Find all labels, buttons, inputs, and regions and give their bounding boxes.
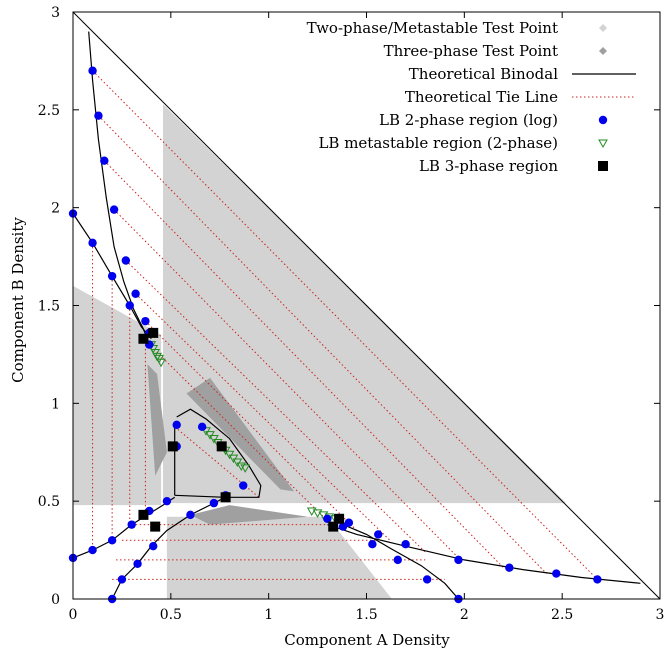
lb-2phase-point — [117, 575, 127, 584]
tick-labels: 0 0.5 1 1.5 2 2.5 3 0 0.5 1 1.5 2 2.5 3 — [38, 5, 665, 623]
x-tick-label: 2 — [460, 607, 469, 623]
lb-3phase-point — [150, 521, 161, 532]
tie-lines — [92, 70, 598, 580]
lb-3phase-point — [328, 521, 339, 532]
lb-metastable-point — [236, 462, 247, 471]
tie-line — [103, 160, 504, 569]
lb-metastable-point — [312, 509, 323, 518]
lb-2phase-point — [131, 289, 140, 298]
lb-2phase-point — [505, 563, 514, 572]
y-tick-label: 2.5 — [38, 103, 60, 119]
tie-line — [145, 320, 358, 531]
legend-symbol-diamond — [599, 47, 607, 55]
lb-2phase-point — [239, 481, 248, 490]
lb-3phase-point — [220, 492, 231, 503]
binodal-curve — [72, 213, 152, 340]
three-phase-test-region — [147, 364, 167, 476]
lb-2phase-point — [186, 510, 195, 520]
legend-label: Theoretical Binodal — [409, 65, 558, 83]
lb-2phase-point — [149, 541, 158, 551]
lb-2phase-point — [141, 316, 150, 326]
three-phase-test-region — [190, 505, 308, 525]
lb-2phase-point — [121, 256, 131, 265]
lb-2phase-point — [107, 536, 117, 545]
tie-line — [125, 260, 426, 553]
lb-2phase-point — [88, 66, 97, 75]
lb-2phase-point — [162, 496, 172, 506]
x-tick-label: 3 — [656, 607, 665, 623]
lb-2phase-point — [323, 514, 332, 523]
legend: Two-phase/Metastable Test Point Three-pha… — [307, 19, 636, 175]
lb-2phase-point — [125, 301, 134, 310]
y-tick-label: 0 — [51, 592, 60, 608]
legend-symbol-diamond — [599, 24, 607, 32]
lb-2phase-point — [209, 498, 219, 508]
lb-2phase-point — [197, 422, 207, 432]
y-tick-label: 1 — [51, 396, 60, 412]
binodal-curve — [88, 31, 150, 345]
lb-2phase-point — [422, 575, 432, 584]
lb-data-points — [68, 66, 602, 604]
lb-2phase-point — [109, 205, 119, 214]
y-tick-label: 1.5 — [38, 299, 60, 315]
plot-axes — [72, 11, 661, 600]
lb-3phase-point — [138, 509, 149, 520]
lb-3phase-point — [167, 441, 178, 452]
lb-2phase-point — [368, 540, 377, 549]
two-phase-test-region — [163, 104, 567, 504]
legend-label: LB 2-phase region (log) — [379, 111, 558, 129]
three-phase-test-region — [186, 377, 295, 492]
y-tick-label: 0.5 — [38, 494, 60, 510]
lb-3phase-point — [148, 327, 159, 338]
x-tick-label: 0.5 — [160, 607, 182, 623]
lb-2phase-point — [552, 569, 561, 578]
x-tick-label: 2.5 — [551, 607, 573, 623]
lb-3phase-point — [334, 513, 345, 524]
legend-label: Three-phase Test Point — [384, 42, 558, 60]
x-tick-label: 1 — [264, 607, 273, 623]
legend-label: Theoretical Tie Line — [405, 88, 558, 106]
lb-2phase-point — [88, 238, 97, 248]
test-point-regions — [73, 104, 567, 599]
legend-symbol-circle — [598, 115, 608, 125]
lb-2phase-point — [393, 555, 403, 565]
x-axis-label: Component A Density — [284, 631, 450, 649]
y-axis-label: Component B Density — [9, 217, 27, 383]
legend-label: LB 3-phase region — [419, 157, 558, 175]
tie-line — [98, 115, 547, 574]
lb-3phase-point — [216, 441, 227, 452]
x-tick-label: 1.5 — [355, 607, 377, 623]
lb-2phase-point — [593, 575, 602, 584]
y-tick-label: 3 — [51, 5, 60, 21]
legend-symbol-triangle — [598, 139, 608, 149]
lb-2phase-point — [374, 530, 383, 539]
lb-metastable-point — [240, 464, 251, 473]
x-tick-label: 0 — [69, 607, 78, 623]
two-phase-test-region — [166, 516, 392, 599]
legend-symbol-square — [598, 161, 608, 171]
tie-line — [135, 293, 391, 541]
legend-label: LB metastable region (2-phase) — [318, 134, 558, 152]
legend-label: Two-phase/Metastable Test Point — [307, 19, 558, 37]
tie-line — [92, 70, 598, 580]
lb-2phase-point — [172, 420, 181, 430]
y-tick-label: 2 — [51, 201, 60, 217]
lb-2phase-point — [127, 520, 136, 529]
lb-2phase-point — [454, 555, 463, 565]
lb-2phase-point — [100, 156, 109, 165]
lb-2phase-point — [338, 522, 348, 531]
lb-2phase-point — [88, 545, 97, 555]
lb-2phase-point — [94, 111, 103, 120]
lb-metastable-point — [152, 352, 162, 362]
binodal-curve — [327, 524, 641, 584]
lb-metastable-point — [306, 507, 317, 516]
tie-line — [145, 340, 328, 522]
lb-metastable-point — [156, 358, 166, 368]
lb-2phase-point — [401, 540, 410, 549]
total-density-boundary — [72, 11, 661, 600]
lb-3phase-point — [138, 333, 149, 344]
lb-2phase-point — [107, 271, 117, 281]
lb-2phase-point — [133, 559, 142, 568]
